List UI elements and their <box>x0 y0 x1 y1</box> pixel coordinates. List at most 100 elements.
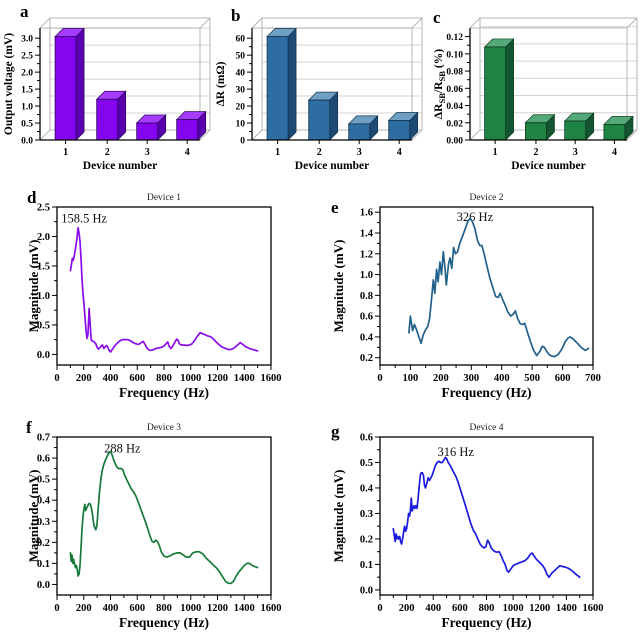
svg-text:600: 600 <box>555 373 571 384</box>
svg-text:1.4: 1.4 <box>360 228 374 239</box>
svg-text:1400: 1400 <box>556 603 577 614</box>
svg-text:Magnitude (mV): Magnitude (mV) <box>26 240 41 333</box>
panel-e-device2-spectrum: Device 2 0 100 200 300 400 500 600 700 0.2 0.4 0.6 0… <box>330 185 640 413</box>
svg-text:2.5: 2.5 <box>21 52 33 62</box>
svg-text:Frequency (Hz): Frequency (Hz) <box>119 615 209 630</box>
svg-text:0: 0 <box>54 603 59 614</box>
svg-text:1200: 1200 <box>207 373 228 384</box>
bar-chart-delta-r: 0 10 20 30 40 50 60 1 2 3 4 Device number ΔR (mΩ) <box>215 17 423 172</box>
svg-text:0.10: 0.10 <box>446 50 463 60</box>
svg-text:2: 2 <box>317 147 322 158</box>
svg-text:1400: 1400 <box>234 373 255 384</box>
svg-text:1: 1 <box>275 147 280 158</box>
svg-text:800: 800 <box>479 603 495 614</box>
svg-text:100: 100 <box>403 373 419 384</box>
svg-text:1600: 1600 <box>261 373 282 384</box>
svg-text:Device number: Device number <box>511 160 585 172</box>
svg-text:10: 10 <box>236 120 246 130</box>
svg-text:158.5 Hz: 158.5 Hz <box>61 212 107 226</box>
svg-text:ΔRSB/RSB (%): ΔRSB/RSB (%) <box>433 49 447 119</box>
svg-text:2.0: 2.0 <box>21 69 33 79</box>
svg-text:0.08: 0.08 <box>446 68 463 78</box>
panel-letter-g: g <box>331 422 340 441</box>
svg-text:Device 2: Device 2 <box>469 193 503 203</box>
svg-text:20: 20 <box>236 103 246 113</box>
svg-text:326 Hz: 326 Hz <box>457 210 494 224</box>
svg-text:0.2: 0.2 <box>360 534 373 545</box>
svg-text:Device number: Device number <box>83 160 157 172</box>
bar-chart-output-voltage: 0.0 0.5 1.0 1.5 2.0 2.5 3.0 1 2 3 4 Device number Ou… <box>3 17 211 172</box>
svg-text:500: 500 <box>524 373 540 384</box>
svg-text:0.12: 0.12 <box>446 33 463 43</box>
svg-text:0.5: 0.5 <box>360 458 373 469</box>
svg-text:1: 1 <box>63 147 68 158</box>
svg-text:0.4: 0.4 <box>360 332 374 343</box>
svg-text:0.1: 0.1 <box>37 559 50 570</box>
panel-g-device4-spectrum: Device 4 0 200 400 600 800 1000 1200 1400 1600 0.0… <box>330 415 640 643</box>
svg-text:316 Hz: 316 Hz <box>438 445 475 459</box>
panel-f-device3-spectrum: Device 3 0 200 400 600 800 1000 1200 1400 1600 0.0… <box>25 415 330 643</box>
svg-text:0.02: 0.02 <box>446 119 463 129</box>
panel-d-device1-spectrum: Device 1 0 200 400 600 800 1000 1200 1400 1600 0.0… <box>25 185 330 413</box>
svg-text:700: 700 <box>585 373 601 384</box>
svg-text:1000: 1000 <box>180 373 201 384</box>
svg-text:1200: 1200 <box>529 603 550 614</box>
svg-text:0.4: 0.4 <box>360 483 374 494</box>
svg-text:Frequency (Hz): Frequency (Hz) <box>119 385 209 400</box>
bar-chart-delta-rsb-percent: 0.00 0.02 0.04 0.06 0.08 0.10 0.12 1 2 3 4 Device n… <box>433 17 638 172</box>
panel-letter-e: e <box>331 198 339 217</box>
svg-text:600: 600 <box>129 373 145 384</box>
svg-text:3: 3 <box>357 147 362 158</box>
svg-text:1600: 1600 <box>583 603 604 614</box>
svg-text:4: 4 <box>397 147 402 158</box>
svg-text:Magnitude (mV): Magnitude (mV) <box>331 240 346 333</box>
line-chart-device-1: Device 1 0 200 400 600 800 1000 1200 1400 1600 0.0… <box>26 193 282 400</box>
svg-text:200: 200 <box>76 603 92 614</box>
svg-text:800: 800 <box>156 603 172 614</box>
svg-text:2.5: 2.5 <box>37 203 50 214</box>
svg-text:0: 0 <box>240 137 245 147</box>
svg-text:0.5: 0.5 <box>21 120 33 130</box>
svg-text:1.5: 1.5 <box>37 261 50 272</box>
svg-text:0.6: 0.6 <box>37 454 50 465</box>
svg-text:0.2: 0.2 <box>37 538 50 549</box>
svg-text:0.00: 0.00 <box>446 137 463 147</box>
svg-text:0: 0 <box>377 603 382 614</box>
svg-text:0.6: 0.6 <box>360 312 373 323</box>
svg-text:2: 2 <box>105 147 110 158</box>
svg-text:3: 3 <box>145 147 150 158</box>
svg-text:0.0: 0.0 <box>37 580 50 591</box>
svg-text:0.3: 0.3 <box>360 509 373 520</box>
svg-text:200: 200 <box>433 373 449 384</box>
svg-text:0.1: 0.1 <box>360 560 373 571</box>
line-chart-device-2: Device 2 0 100 200 300 400 500 600 700 0.2 0.4 0.6 0… <box>331 193 601 400</box>
svg-text:400: 400 <box>425 603 441 614</box>
panel-letter-b: b <box>231 6 241 25</box>
svg-text:0.04: 0.04 <box>446 102 463 112</box>
svg-text:Device 1: Device 1 <box>147 193 181 203</box>
svg-text:1.5: 1.5 <box>21 86 33 96</box>
svg-text:1.0: 1.0 <box>360 270 373 281</box>
svg-text:0.7: 0.7 <box>37 433 50 444</box>
svg-text:Magnitude (mV): Magnitude (mV) <box>331 470 346 563</box>
svg-text:1.0: 1.0 <box>21 103 33 113</box>
svg-text:Device number: Device number <box>295 160 369 172</box>
svg-text:Device 4: Device 4 <box>469 423 503 433</box>
svg-text:400: 400 <box>494 373 510 384</box>
svg-text:2: 2 <box>533 147 538 158</box>
svg-text:1.6: 1.6 <box>360 208 373 219</box>
svg-text:1400: 1400 <box>234 603 255 614</box>
svg-text:0.6: 0.6 <box>360 433 373 444</box>
svg-text:0: 0 <box>377 373 382 384</box>
svg-text:0.0: 0.0 <box>37 350 50 361</box>
svg-text:200: 200 <box>76 373 92 384</box>
svg-text:4: 4 <box>185 147 190 158</box>
svg-text:40: 40 <box>236 69 246 79</box>
svg-text:Magnitude (mV): Magnitude (mV) <box>26 470 41 563</box>
svg-text:3.0: 3.0 <box>21 35 33 45</box>
panel-letter-d: d <box>27 188 37 207</box>
line-chart-device-4: Device 4 0 200 400 600 800 1000 1200 1400 1600 0.0… <box>331 423 604 630</box>
svg-text:0.06: 0.06 <box>446 85 463 95</box>
svg-text:3: 3 <box>573 147 578 158</box>
